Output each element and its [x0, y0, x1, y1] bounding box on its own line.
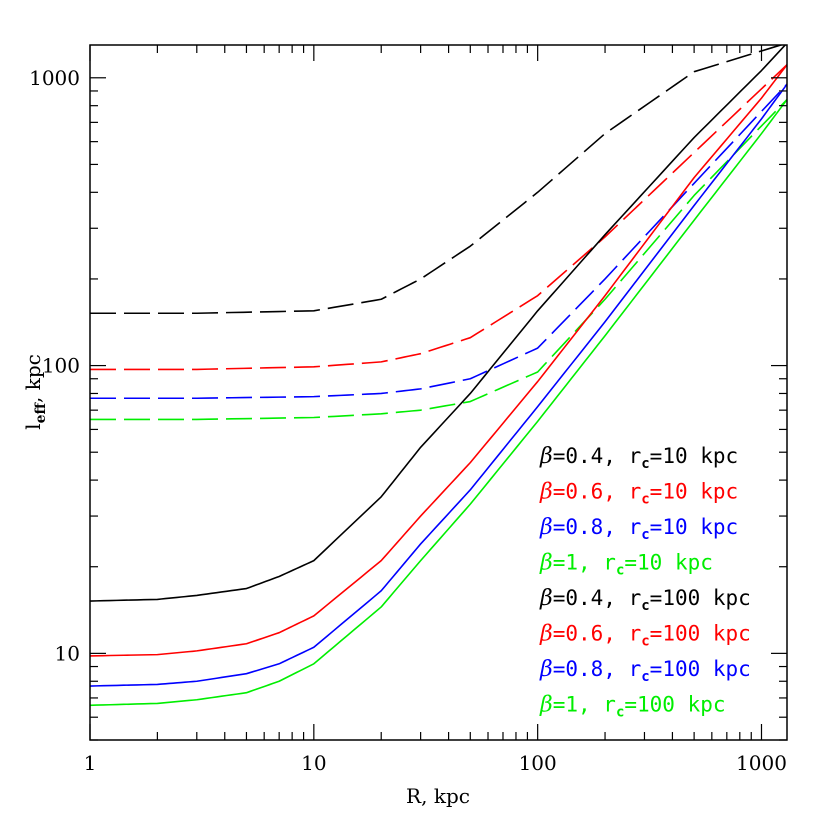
legend-entry-1: β=0.4, rc=10 kpc — [539, 444, 738, 472]
legend-subscript: c — [641, 634, 649, 650]
y-axis-label-rest: , kpc — [21, 354, 45, 403]
series-line-6 — [90, 64, 787, 657]
legend-beta-symbol: β — [539, 551, 553, 576]
legend-subscript: c — [641, 669, 649, 685]
legend-subscript: c — [641, 492, 649, 508]
legend-text-prefix: =0.8, r — [553, 657, 642, 681]
legend-beta-symbol: β — [539, 444, 553, 469]
series-line-1 — [90, 45, 784, 315]
legend-beta-symbol: β — [539, 622, 553, 647]
x-axis-label: R, kpc — [406, 784, 470, 808]
x-tick-label: 10 — [301, 751, 326, 775]
legend-text-prefix: =0.4, r — [553, 586, 642, 610]
legend-text-suffix: =10 kpc — [650, 515, 739, 539]
legend-entry-7: β=0.8, rc=100 kpc — [539, 657, 751, 685]
legend-subscript: c — [616, 705, 624, 721]
legend-text-prefix: =0.4, r — [553, 444, 642, 468]
legend-subscript: c — [616, 563, 624, 579]
legend-subscript: c — [641, 456, 649, 472]
series-line-5 — [90, 45, 787, 602]
y-tick-label: 100 — [42, 354, 80, 378]
legend-entry-6: β=0.6, rc=100 kpc — [539, 622, 751, 650]
x-tick-label: 1 — [84, 751, 97, 775]
legend-text-suffix: =100 kpc — [650, 657, 751, 681]
legend-entry-2: β=0.6, rc=10 kpc — [539, 480, 738, 508]
legend-text-suffix: =100 kpc — [650, 622, 751, 646]
y-axis-label-sub: eff — [33, 402, 49, 424]
axis-tick-labels: 1 10 100 1000 10 100 1000 — [29, 66, 787, 775]
series-line-8 — [90, 99, 787, 707]
legend-beta-symbol: β — [539, 693, 553, 718]
x-tick-label: 1000 — [736, 751, 787, 775]
legend-text-prefix: =0.8, r — [553, 515, 642, 539]
chart-curves — [90, 45, 787, 707]
legend-entry-5: β=0.4, rc=100 kpc — [539, 586, 751, 614]
legend-text-suffix: =10 kpc — [624, 551, 713, 575]
legend-text-suffix: =100 kpc — [624, 693, 725, 717]
series-line-4 — [90, 99, 787, 421]
legend-beta-symbol: β — [539, 480, 553, 505]
series-line-7 — [90, 83, 787, 687]
legend-entry-3: β=0.8, rc=10 kpc — [539, 515, 738, 543]
y-tick-label: 1000 — [29, 66, 80, 90]
legend-text-prefix: =0.6, r — [553, 622, 642, 646]
legend-text-suffix: =100 kpc — [650, 586, 751, 610]
legend-entry-4: β=1, rc=10 kpc — [539, 551, 713, 579]
legend-text-suffix: =10 kpc — [650, 480, 739, 504]
axis-ticks — [89, 45, 787, 741]
series-line-3 — [90, 83, 787, 400]
legend-subscript: c — [641, 527, 649, 543]
legend-entry-8: β=1, rc=100 kpc — [539, 693, 726, 721]
legend-text-prefix: =0.6, r — [553, 480, 642, 504]
x-tick-label: 100 — [519, 751, 557, 775]
legend-beta-symbol: β — [539, 657, 553, 682]
legend-text-prefix: =1, r — [553, 693, 616, 717]
legend-beta-symbol: β — [539, 586, 553, 611]
series-group — [90, 45, 787, 707]
legend-text-suffix: =10 kpc — [650, 444, 739, 468]
legend-text-prefix: =1, r — [553, 551, 616, 575]
plot-frame — [89, 44, 788, 741]
legend-subscript: c — [641, 598, 649, 614]
y-tick-label: 10 — [55, 641, 80, 665]
y-axis-label: leff, kpc — [21, 354, 49, 430]
series-line-2 — [90, 64, 787, 371]
y-axis-label-main: l — [21, 423, 45, 429]
legend-beta-symbol: β — [539, 515, 553, 540]
